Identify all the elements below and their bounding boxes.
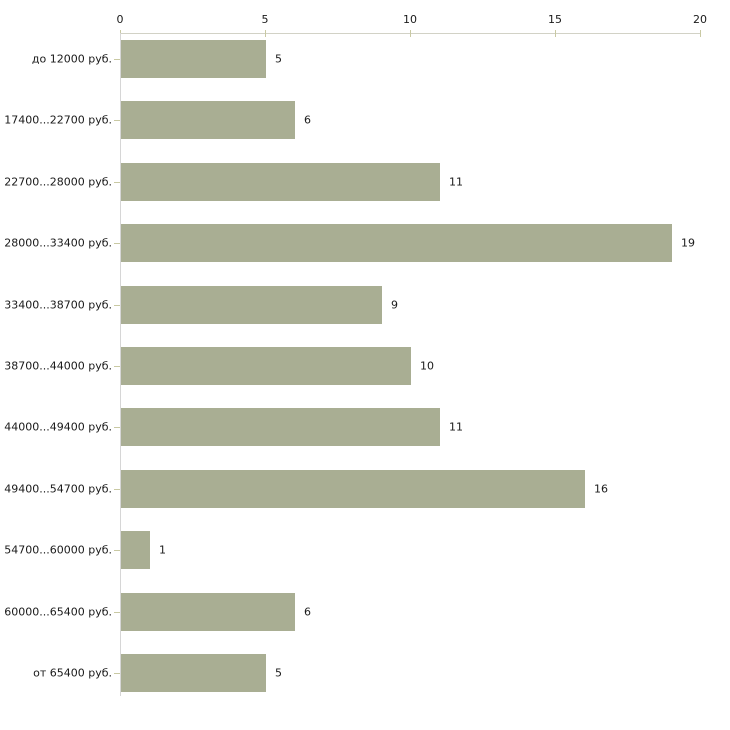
y-axis-tick-mark (114, 120, 120, 121)
y-axis-tick-mark (114, 612, 120, 613)
category-label: 22700...28000 руб. (4, 175, 112, 189)
bar-value-label: 6 (304, 113, 311, 127)
bar (121, 531, 150, 569)
category-label: 54700...60000 руб. (4, 543, 112, 557)
bar-value-label: 5 (275, 52, 282, 66)
bar-value-label: 6 (304, 605, 311, 619)
x-axis-tick-label: 5 (261, 13, 269, 26)
x-axis-tick-label: 10 (403, 13, 417, 26)
category-label: 17400...22700 руб. (4, 113, 112, 127)
y-axis-line (120, 33, 121, 696)
category-label: от 65400 руб. (33, 666, 112, 680)
category-label: до 12000 руб. (31, 52, 112, 66)
category-label: 44000...49400 руб. (4, 420, 112, 434)
bar (121, 470, 585, 508)
y-axis-tick-mark (114, 305, 120, 306)
bar (121, 286, 382, 324)
bar-value-label: 19 (681, 236, 695, 250)
y-axis-tick-mark (114, 673, 120, 674)
y-axis-tick-mark (114, 550, 120, 551)
bar-value-label: 1 (159, 543, 166, 557)
bar (121, 163, 440, 201)
category-label: 38700...44000 руб. (4, 359, 112, 373)
category-label: 49400...54700 руб. (4, 482, 112, 496)
x-axis-tick-label: 20 (693, 13, 707, 26)
x-axis-tick-mark (555, 30, 556, 37)
bar-value-label: 9 (391, 298, 398, 312)
y-axis-tick-mark (114, 366, 120, 367)
bar (121, 224, 672, 262)
x-axis-tick-mark (700, 30, 701, 37)
bar (121, 347, 411, 385)
x-axis-tick-mark (410, 30, 411, 37)
category-label: 60000...65400 руб. (4, 605, 112, 619)
bar (121, 654, 266, 692)
bar-value-label: 16 (594, 482, 608, 496)
bar (121, 408, 440, 446)
bar-value-label: 5 (275, 666, 282, 680)
bar (121, 40, 266, 78)
bar-value-label: 11 (449, 420, 463, 434)
category-label: 28000...33400 руб. (4, 236, 112, 250)
x-axis-tick-label: 0 (116, 13, 124, 26)
bar-value-label: 11 (449, 175, 463, 189)
bar (121, 593, 295, 631)
x-axis-tick-label: 15 (548, 13, 562, 26)
x-axis-tick-mark (265, 30, 266, 37)
bar (121, 101, 295, 139)
y-axis-tick-mark (114, 489, 120, 490)
y-axis-tick-mark (114, 243, 120, 244)
y-axis-tick-mark (114, 182, 120, 183)
y-axis-tick-mark (114, 59, 120, 60)
bar-value-label: 10 (420, 359, 434, 373)
y-axis-tick-mark (114, 427, 120, 428)
category-label: 33400...38700 руб. (4, 298, 112, 312)
